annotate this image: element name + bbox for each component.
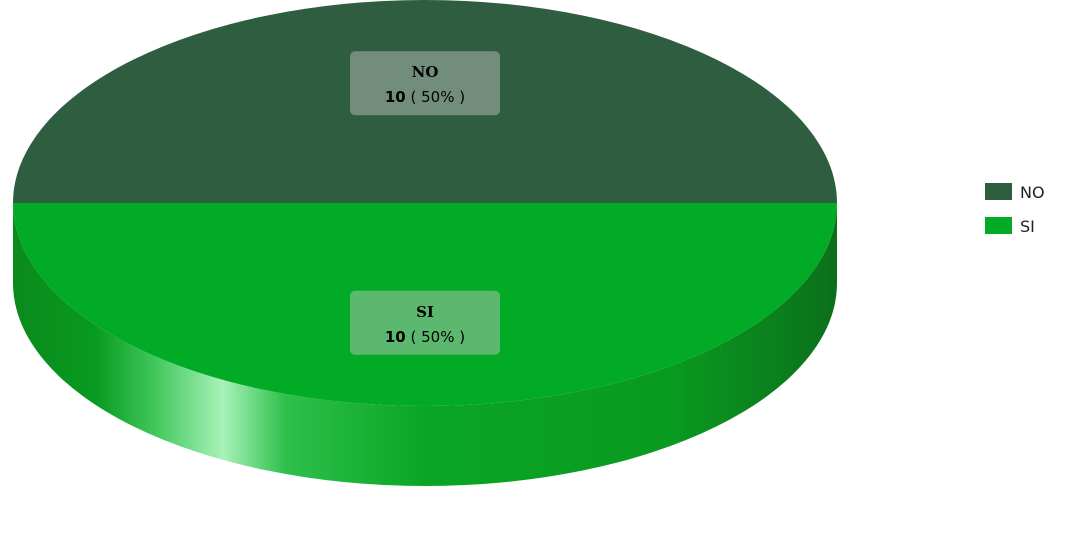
- legend-item-no[interactable]: NO: [985, 183, 1045, 202]
- legend-label: NO: [1020, 183, 1045, 202]
- slice-label-si: SI 10 ( 50% ): [350, 290, 500, 355]
- slice-label-box: [350, 290, 500, 355]
- slice-label-box: [350, 51, 500, 116]
- slice-label-value: 10 ( 50% ): [385, 328, 465, 346]
- pie-slice-no[interactable]: [13, 0, 837, 203]
- legend-swatch: [985, 217, 1012, 234]
- legend: NO SI: [985, 183, 1045, 236]
- legend-item-si[interactable]: SI: [985, 217, 1035, 236]
- pie-slice-si[interactable]: [13, 203, 837, 406]
- slice-label-title: NO: [412, 63, 439, 81]
- slice-label-no: NO 10 ( 50% ): [350, 51, 500, 116]
- slice-label-title: SI: [416, 303, 434, 321]
- pie-side-wall: [13, 203, 837, 486]
- legend-swatch: [985, 183, 1012, 200]
- legend-label: SI: [1020, 217, 1035, 236]
- slice-label-value: 10 ( 50% ): [385, 88, 465, 106]
